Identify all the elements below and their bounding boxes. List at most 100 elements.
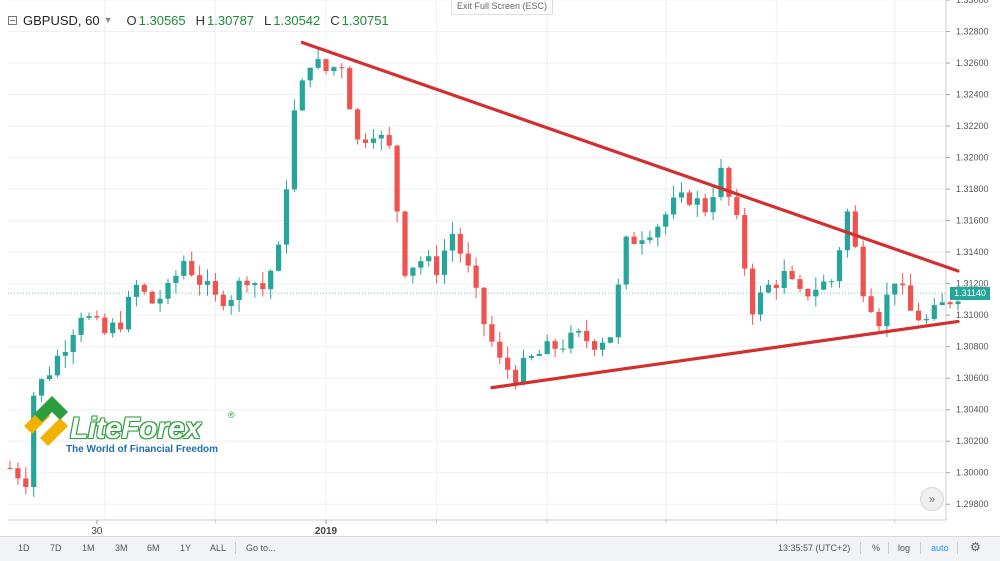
candle-body — [584, 330, 590, 342]
candle-body — [900, 283, 906, 286]
plot-background — [8, 0, 946, 520]
candle-body — [118, 322, 124, 330]
y-tick-label: 1.29800 — [956, 499, 989, 509]
candle-body — [370, 138, 376, 143]
x-tick-label: 2019 — [315, 526, 338, 537]
y-tick-label: 1.30000 — [956, 468, 989, 478]
candle-body — [268, 270, 274, 290]
candle-body — [765, 284, 771, 293]
open-value: 1.30565 — [138, 12, 186, 28]
candle-body — [315, 59, 321, 68]
candle-body — [829, 281, 835, 283]
candle-body — [821, 281, 827, 290]
goto-button[interactable]: Go to... — [246, 543, 276, 553]
range-all-button[interactable]: ALL — [210, 543, 227, 553]
candle-body — [520, 357, 527, 384]
candle-body — [678, 192, 685, 198]
candle-body — [173, 275, 179, 283]
range-3m-button[interactable]: 3M — [115, 543, 128, 553]
y-tick-label: 1.31800 — [956, 184, 989, 194]
y-tick-label: 1.31400 — [956, 247, 989, 257]
y-tick-label: 1.33000 — [956, 0, 989, 5]
candle-body — [189, 260, 195, 276]
candle-body — [197, 275, 203, 285]
percent-scale-button[interactable]: % — [872, 543, 881, 553]
scroll-to-latest-button[interactable]: » — [920, 487, 944, 511]
y-tick-label: 1.30600 — [956, 373, 989, 383]
y-tick-label: 1.31000 — [956, 310, 989, 320]
candle-body — [110, 322, 116, 334]
candle-body — [86, 316, 92, 318]
auto-scale-button[interactable]: auto — [931, 543, 949, 553]
candle-body — [355, 109, 361, 140]
candle-body — [607, 337, 613, 343]
y-tick-label: 1.31200 — [956, 279, 989, 289]
candle-body — [923, 318, 929, 321]
high-label: H — [195, 12, 206, 28]
y-tick-label: 1.32400 — [956, 90, 989, 100]
candle-body — [592, 341, 598, 350]
candle-body — [94, 316, 100, 318]
candle-body — [31, 395, 37, 487]
candle-body — [884, 294, 890, 327]
candle-body — [133, 284, 139, 297]
candle-body — [939, 302, 945, 306]
range-6m-button[interactable]: 6M — [147, 543, 160, 553]
candle-body — [734, 196, 740, 216]
range-1y-button[interactable]: 1Y — [180, 543, 192, 553]
range-7d-button[interactable]: 7D — [50, 543, 62, 553]
logo-tagline: The World of Financial Freedom — [66, 444, 219, 455]
candle-body — [544, 341, 550, 355]
y-tick-label: 1.30400 — [956, 405, 989, 415]
candle-body — [536, 354, 542, 356]
toolbar-divider — [860, 542, 861, 554]
candle-body — [789, 270, 795, 280]
y-tick-label: 1.32000 — [956, 153, 989, 163]
gear-icon[interactable]: ⚙ — [970, 540, 981, 554]
candle-body — [418, 261, 424, 268]
candle-body — [505, 357, 511, 370]
clock-label: 13:35:57 (UTC+2) — [778, 543, 851, 553]
candle-body — [125, 296, 132, 330]
candle-body — [323, 59, 329, 72]
candle-body — [647, 237, 653, 241]
candle-body — [805, 288, 811, 297]
candle-body — [852, 211, 858, 247]
y-tick-label: 1.32800 — [956, 27, 989, 37]
symbol-label[interactable]: GBPUSD, 60 — [23, 12, 100, 28]
y-tick-label: 1.32600 — [956, 58, 989, 68]
range-1m-button[interactable]: 1M — [82, 543, 95, 553]
candle-body — [181, 260, 187, 276]
toolbar-divider — [235, 542, 236, 554]
y-tick-label: 1.30800 — [956, 342, 989, 352]
collapse-icon[interactable] — [8, 15, 17, 25]
candle-body — [394, 145, 400, 212]
candle-body — [102, 317, 108, 334]
candle-body — [718, 167, 724, 198]
candle-body — [157, 298, 163, 304]
candle-body — [78, 317, 84, 335]
candle-body — [441, 250, 448, 276]
close-value: 1.30751 — [341, 12, 389, 28]
liteforex-logo: LiteForex ® The World of Financial Freed… — [20, 392, 235, 462]
log-scale-button[interactable]: log — [898, 543, 911, 553]
symbol-header: GBPUSD, 60 ▼ O 1.30565 H 1.30787 L 1.305… — [8, 10, 399, 30]
chevron-down-icon[interactable]: ▼ — [103, 15, 113, 25]
candle-body — [347, 68, 353, 110]
candle-body — [339, 67, 345, 69]
candle-body — [39, 379, 45, 396]
candle-body — [473, 265, 479, 288]
candle-body — [212, 281, 218, 295]
candle-body — [908, 285, 914, 311]
candle-body — [62, 352, 68, 356]
liteforex-logo-mark — [24, 396, 68, 446]
range-1d-button[interactable]: 1D — [18, 543, 30, 553]
candle-body — [465, 253, 471, 266]
candle-body — [560, 348, 566, 350]
candle-body — [204, 281, 211, 285]
candle-body — [449, 233, 455, 251]
exit-fullscreen-button[interactable]: Exit Full Screen (ESC) — [451, 0, 553, 15]
candle-body — [710, 197, 716, 213]
